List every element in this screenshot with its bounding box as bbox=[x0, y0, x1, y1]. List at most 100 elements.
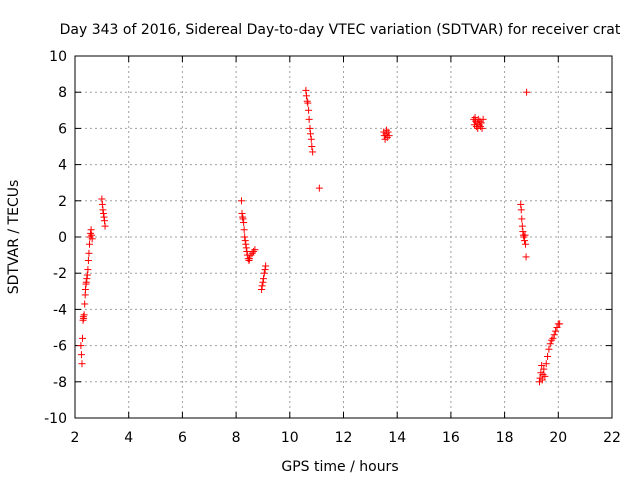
data-point bbox=[479, 115, 487, 123]
data-point bbox=[522, 253, 530, 261]
data-point bbox=[87, 226, 95, 234]
data-point bbox=[237, 197, 245, 205]
data-point bbox=[81, 300, 89, 308]
data-point bbox=[545, 345, 553, 353]
data-point bbox=[305, 115, 313, 123]
data-point bbox=[259, 275, 267, 283]
data-points bbox=[77, 86, 564, 386]
data-point bbox=[245, 257, 253, 265]
data-point bbox=[101, 217, 109, 225]
data-point bbox=[478, 124, 486, 132]
data-point bbox=[542, 360, 550, 368]
data-point bbox=[306, 124, 314, 132]
data-point bbox=[477, 119, 485, 127]
data-point bbox=[517, 200, 525, 208]
data-point bbox=[99, 209, 107, 217]
y-tick-label: -8 bbox=[53, 375, 67, 391]
data-point bbox=[84, 257, 92, 265]
data-point bbox=[258, 282, 266, 290]
plot-frame bbox=[74, 55, 613, 419]
data-point bbox=[309, 148, 317, 156]
x-axis-label: GPS time / hours bbox=[281, 459, 398, 475]
data-point bbox=[77, 342, 85, 350]
data-point bbox=[250, 247, 258, 255]
x-tick-label: 14 bbox=[388, 430, 406, 446]
data-point bbox=[385, 132, 393, 140]
data-point bbox=[83, 271, 91, 279]
tick-marks bbox=[74, 55, 613, 419]
data-point bbox=[541, 372, 549, 380]
data-point bbox=[552, 327, 560, 335]
y-tick-label: 2 bbox=[58, 194, 67, 210]
data-point bbox=[261, 266, 269, 274]
data-point bbox=[238, 209, 246, 217]
data-point bbox=[538, 362, 546, 370]
data-point bbox=[241, 237, 249, 245]
data-point bbox=[521, 231, 529, 239]
data-point bbox=[239, 215, 247, 223]
x-tick-label: 6 bbox=[178, 430, 187, 446]
data-point bbox=[520, 237, 528, 245]
data-point bbox=[78, 360, 86, 368]
data-point bbox=[306, 130, 314, 138]
data-point bbox=[517, 206, 525, 214]
data-point bbox=[538, 376, 546, 384]
data-point bbox=[240, 226, 248, 234]
data-point bbox=[546, 340, 554, 348]
data-point bbox=[556, 320, 564, 328]
data-point bbox=[518, 215, 526, 223]
x-tick-label: 16 bbox=[442, 430, 460, 446]
x-tick-label: 2 bbox=[71, 430, 80, 446]
data-point bbox=[384, 128, 392, 136]
data-point bbox=[304, 99, 312, 107]
data-point bbox=[80, 311, 88, 319]
y-tick-label: 8 bbox=[58, 85, 67, 101]
y-tick-label: 4 bbox=[58, 158, 67, 174]
data-point bbox=[303, 97, 311, 105]
data-point bbox=[544, 352, 552, 360]
data-point bbox=[262, 262, 270, 270]
x-tick-label: 18 bbox=[496, 430, 514, 446]
data-point bbox=[471, 114, 479, 122]
y-tick-label: -2 bbox=[53, 266, 67, 282]
data-point bbox=[88, 231, 96, 239]
data-point bbox=[540, 365, 548, 373]
data-point bbox=[246, 255, 254, 263]
data-point bbox=[302, 92, 310, 100]
data-point bbox=[550, 331, 558, 339]
data-point bbox=[85, 240, 93, 248]
data-point bbox=[382, 126, 390, 134]
data-point bbox=[308, 143, 316, 150]
data-point bbox=[87, 229, 95, 237]
data-point bbox=[84, 266, 92, 274]
data-point bbox=[77, 351, 85, 359]
data-point bbox=[549, 334, 557, 342]
data-point bbox=[476, 117, 484, 125]
data-point bbox=[99, 206, 107, 214]
y-axis-label: SDTVAR / TECUs bbox=[6, 180, 22, 295]
data-point bbox=[101, 222, 109, 230]
data-point bbox=[100, 213, 108, 221]
data-point bbox=[518, 222, 526, 230]
data-point bbox=[476, 123, 484, 131]
data-point bbox=[88, 235, 96, 243]
data-point bbox=[82, 278, 90, 286]
data-point bbox=[251, 246, 259, 254]
data-point bbox=[98, 200, 106, 208]
data-point bbox=[247, 251, 255, 259]
y-tick-label: 0 bbox=[58, 230, 67, 246]
data-point bbox=[548, 336, 556, 344]
y-tick-label: 10 bbox=[49, 49, 67, 65]
data-point bbox=[79, 334, 87, 342]
data-point bbox=[83, 275, 91, 283]
data-point bbox=[553, 324, 561, 331]
y-tick-label: -4 bbox=[53, 302, 67, 318]
data-point bbox=[81, 285, 89, 293]
data-point bbox=[80, 314, 88, 322]
data-point bbox=[258, 285, 266, 293]
x-tick-label: 22 bbox=[603, 430, 621, 446]
y-tick-label: -10 bbox=[44, 411, 67, 427]
y-tick-label: 6 bbox=[58, 121, 67, 137]
